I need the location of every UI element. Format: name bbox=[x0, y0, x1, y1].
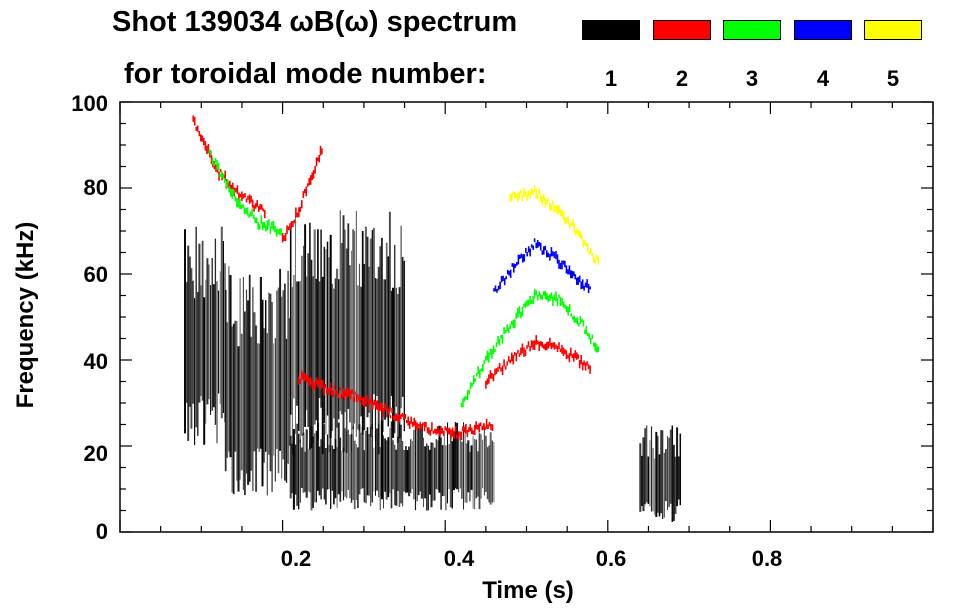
spectrogram-marks bbox=[184, 115, 682, 522]
x-tick-label: 0.2 bbox=[281, 546, 312, 571]
legend-swatch-n1 bbox=[582, 20, 640, 40]
y-tick-label: 40 bbox=[84, 349, 108, 374]
legend-swatch-n3 bbox=[723, 20, 781, 40]
chart-subtitle: for toroidal mode number: bbox=[124, 58, 487, 90]
legend-swatch-n4 bbox=[794, 20, 852, 40]
y-tick-label: 100 bbox=[71, 91, 108, 116]
legend-swatch-n2 bbox=[653, 20, 711, 40]
legend-swatch-n5 bbox=[864, 20, 922, 40]
series-n4 bbox=[493, 238, 591, 294]
series-n5 bbox=[509, 185, 600, 265]
y-tick-label: 0 bbox=[96, 519, 108, 544]
x-axis-title: Time (s) bbox=[482, 577, 574, 604]
legend-label-n1: 1 bbox=[604, 66, 618, 91]
legend-label-n2: 2 bbox=[675, 66, 689, 91]
y-tick-label: 20 bbox=[84, 441, 108, 466]
x-tick-label: 0.4 bbox=[444, 546, 475, 571]
legend-label-n3: 3 bbox=[745, 66, 759, 91]
legend-label-n5: 5 bbox=[886, 66, 900, 91]
y-axis-title: Frequency (kHz) bbox=[12, 222, 39, 409]
chart-title: Shot 139034 ωB(ω) spectrum bbox=[112, 6, 518, 38]
x-tick-label: 0.8 bbox=[752, 546, 783, 571]
series-n3 bbox=[208, 149, 600, 408]
legend-label-n4: 4 bbox=[816, 66, 830, 91]
axis-ticks bbox=[119, 101, 934, 533]
y-tick-label: 60 bbox=[84, 262, 108, 287]
y-tick-label: 80 bbox=[84, 175, 108, 200]
series-n2 bbox=[192, 115, 591, 441]
series-n1 bbox=[184, 210, 682, 522]
x-tick-label: 0.6 bbox=[596, 546, 627, 571]
